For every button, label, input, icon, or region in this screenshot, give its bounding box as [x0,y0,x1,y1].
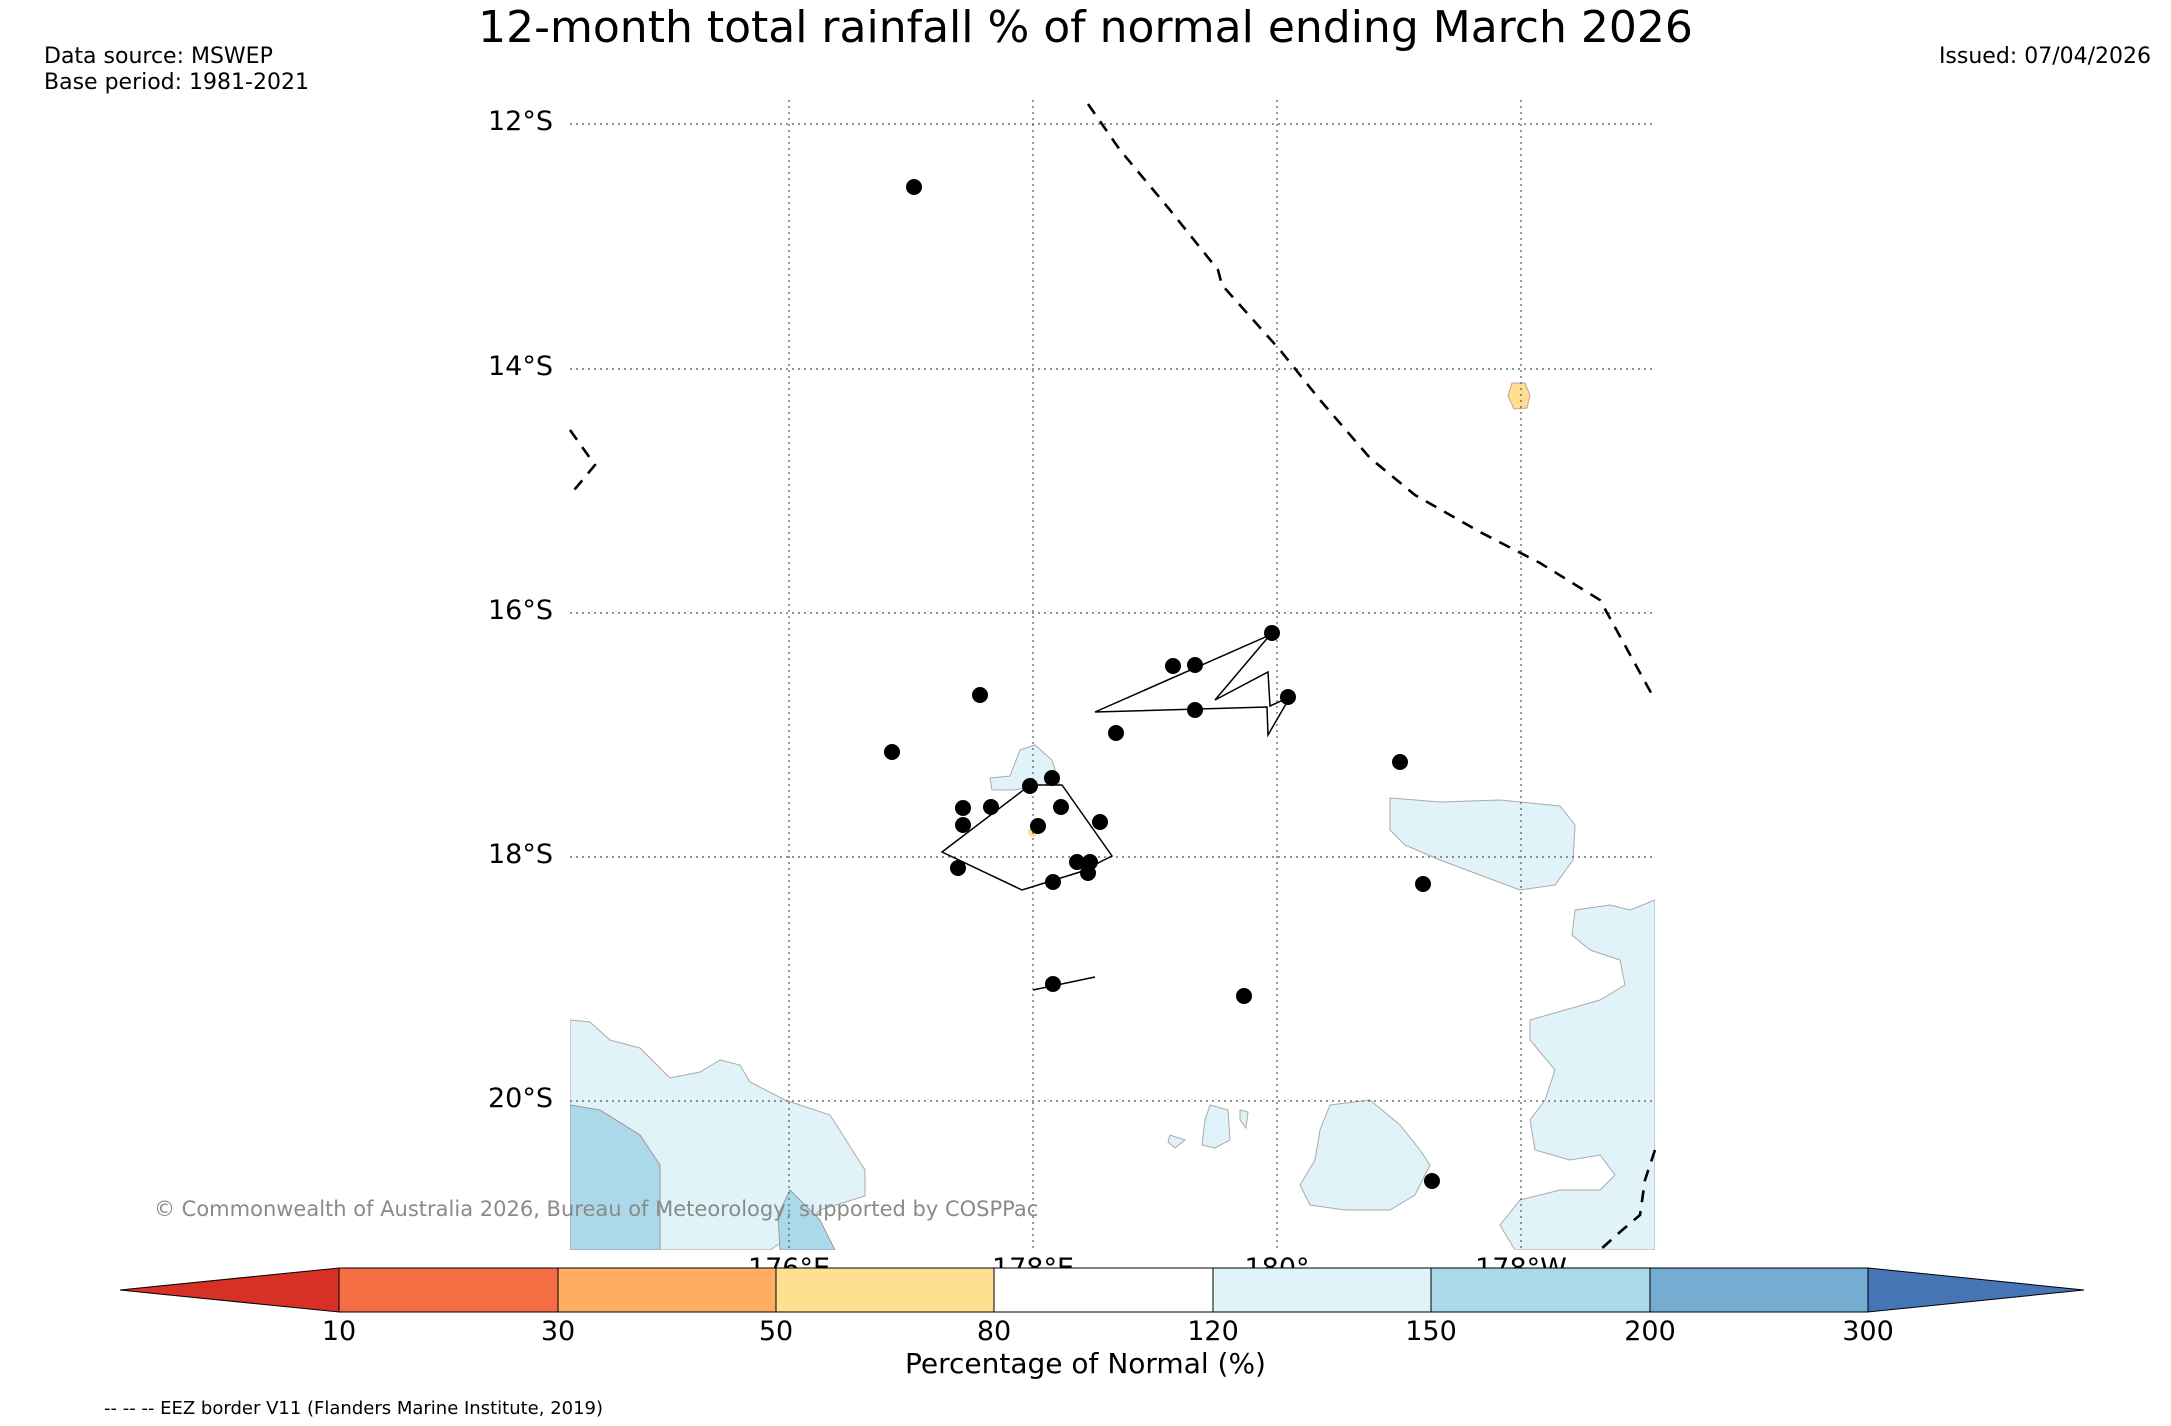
eez-border-west [568,429,597,496]
colorbar-tick-10: 10 [321,1316,357,1347]
eez-border-southeast [1599,1149,1657,1251]
station-26 [1236,988,1252,1004]
station-18 [1092,814,1108,830]
station-2 [1264,625,1280,641]
map-title: 12-month total rainfall % of normal endi… [478,2,1693,53]
eez-borders [568,103,1657,1251]
colorbar-title: Percentage of Normal (%) [905,1347,1266,1380]
station-10 [1392,754,1408,770]
lat-label-16s: 16°S [488,595,553,626]
vanua-levu-outline [1094,634,1292,738]
shading-120-150-small-c [1239,1109,1249,1130]
shading-120-150-east-island [1389,797,1576,891]
lat-label-14s: 14°S [488,351,553,382]
colorbar-tick-150: 150 [1405,1316,1457,1347]
shading-120-150-small-a [1201,1104,1231,1149]
shading-150-200-patch [777,1189,836,1250]
station-24 [1415,876,1431,892]
station-16 [955,817,971,833]
colorbar-bin-9 [1867,1267,2085,1313]
data-source-text: Data source: MSWEP [44,44,273,69]
lat-label-20s: 20°S [488,1083,553,1114]
lat-label-18s: 18°S [488,839,553,870]
kadavu-outline [1032,976,1096,991]
station-19 [1069,854,1085,870]
station-3 [1165,658,1181,674]
colorbar-tick-30: 30 [540,1316,576,1347]
data-source-info: Data source: MSWEP Base period: 1981-202… [44,44,309,96]
colorbar-bin-8 [1649,1267,1869,1313]
station-17 [1030,818,1046,834]
shading-150-200-southwest [570,1104,661,1250]
station-4 [1187,657,1203,673]
copyright-notice: © Commonwealth of Australia 2026, Bureau… [154,1197,1039,1221]
colorbar-tick-80: 80 [976,1316,1012,1347]
station-15 [1053,799,1069,815]
station-8 [1108,725,1124,741]
shading-120-150-southeast [1499,899,1655,1250]
shading-50-80-northeast [1507,382,1531,410]
colorbar-tick-300: 300 [1842,1316,1894,1347]
colorbar-tick-120: 120 [1187,1316,1239,1347]
station-12 [1022,778,1038,794]
stations [884,179,1440,1189]
base-period-text: Base period: 1981-2021 [44,70,309,95]
station-21 [1080,865,1096,881]
station-7 [1280,689,1296,705]
station-11 [1044,770,1060,786]
lat-label-12s: 12°S [488,106,553,137]
eez-legend-note: -- -- -- EEZ border V11 (Flanders Marine… [104,1398,604,1419]
graticule [570,100,1655,1250]
shading-120-150-small-b [1167,1134,1187,1149]
station-23 [1045,874,1061,890]
colorbar-tick-200: 200 [1624,1316,1676,1347]
station-14 [983,799,999,815]
rainfall-shading [570,382,1655,1250]
station-5 [972,687,988,703]
station-6 [1187,702,1203,718]
colorbar-overlay [338,1268,1651,1313]
station-25 [1045,976,1061,992]
shading-120-150-south-island [1299,1099,1431,1211]
colorbar-tick-50: 50 [758,1316,794,1347]
station-13 [955,800,971,816]
station-9 [884,744,900,760]
issued-date: Issued: 07/04/2026 [1938,44,2151,69]
station-27 [1424,1173,1440,1189]
station-22 [950,860,966,876]
eez-border-north [1086,103,1657,701]
station-1 [906,179,922,195]
